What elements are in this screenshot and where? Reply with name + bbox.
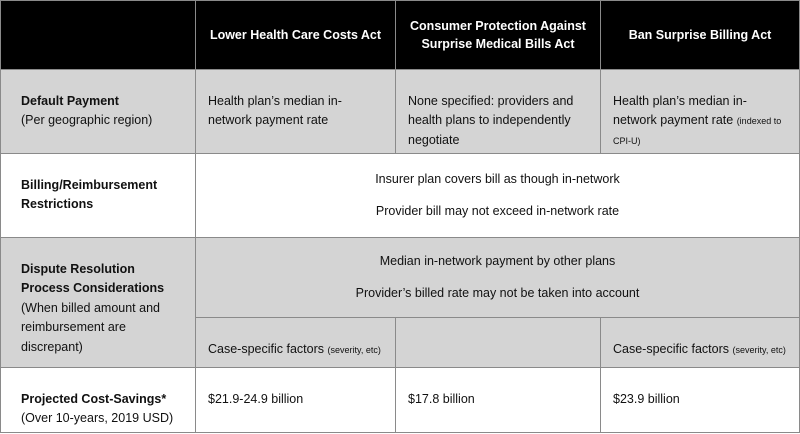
dispute-case-row: Case-specific factors (severity, etc) Ca… bbox=[1, 317, 800, 368]
row-sublabel: (When billed amount and reimbursement ar… bbox=[21, 300, 160, 354]
row-label: Dispute Resolution Process Consideration… bbox=[21, 262, 165, 296]
case-text: Case-specific factors bbox=[208, 341, 325, 356]
default-payment-cell-2: None specified: providers and health pla… bbox=[395, 69, 601, 154]
case-note: (severity, etc) bbox=[732, 344, 786, 355]
dispute-case-cell-2 bbox=[395, 317, 601, 368]
dispute-merged-cell: Median in-network payment by other plans… bbox=[195, 237, 800, 318]
header-blank-cell bbox=[0, 0, 196, 70]
row-header-dispute-resolution: Dispute Resolution Process Consideration… bbox=[0, 237, 196, 368]
row-header-cost-savings: Projected Cost-Savings* (Over 10-years, … bbox=[0, 367, 196, 433]
default-payment-cell-1: Health plan’s median in-network payment … bbox=[195, 69, 396, 154]
cost-savings-row: Projected Cost-Savings* (Over 10-years, … bbox=[0, 367, 800, 433]
billing-line-1: Insurer plan covers bill as though in-ne… bbox=[375, 171, 620, 186]
row-sublabel: (Over 10-years, 2019 USD) bbox=[21, 411, 174, 426]
billing-restrictions-merged-cell: Insurer plan covers bill as though in-ne… bbox=[195, 153, 800, 238]
cost-savings-cell-2: $17.8 billion bbox=[395, 367, 601, 433]
cell-text: Health plan’s median in-network payment … bbox=[613, 94, 747, 128]
row-label: Billing/Reimbursement Restrictions bbox=[21, 178, 158, 212]
dispute-line-2: Provider’s billed rate may not be taken … bbox=[355, 286, 640, 300]
header-ban-surprise-billing-act: Ban Surprise Billing Act bbox=[600, 0, 800, 70]
header-lower-health-care-costs-act: Lower Health Care Costs Act bbox=[195, 0, 396, 70]
default-payment-cell-3: Health plan’s median in-network payment … bbox=[600, 69, 800, 154]
case-note: (severity, etc) bbox=[327, 344, 381, 355]
dispute-case-cell-3: Case-specific factors (severity, etc) bbox=[600, 317, 800, 368]
dispute-line-1: Median in-network payment by other plans bbox=[379, 253, 616, 268]
case-text: Case-specific factors bbox=[613, 341, 730, 356]
row-header-default-payment: Default Payment (Per geographic region) bbox=[0, 69, 196, 154]
cost-savings-cell-1: $21.9-24.9 billion bbox=[195, 367, 396, 433]
billing-restrictions-row: Billing/Reimbursement Restrictions Insur… bbox=[0, 153, 800, 238]
dispute-resolution-row: Dispute Resolution Process Consideration… bbox=[0, 237, 800, 368]
cost-savings-cell-3: $23.9 billion bbox=[600, 367, 800, 433]
row-sublabel: (Per geographic region) bbox=[21, 113, 153, 128]
row-header-billing-restrictions: Billing/Reimbursement Restrictions bbox=[0, 153, 196, 238]
cell-note: (indexed to CPI-U) bbox=[613, 116, 782, 146]
header-consumer-protection-act: Consumer Protection Against Surprise Med… bbox=[395, 0, 601, 70]
header-row: Lower Health Care Costs Act Consumer Pro… bbox=[0, 0, 800, 70]
billing-line-2: Provider bill may not exceed in-network … bbox=[375, 204, 620, 218]
row-label: Default Payment bbox=[21, 94, 119, 108]
dispute-case-cell-1: Case-specific factors (severity, etc) bbox=[195, 317, 396, 368]
default-payment-row: Default Payment (Per geographic region) … bbox=[0, 69, 800, 154]
row-label: Projected Cost-Savings* bbox=[21, 392, 167, 406]
